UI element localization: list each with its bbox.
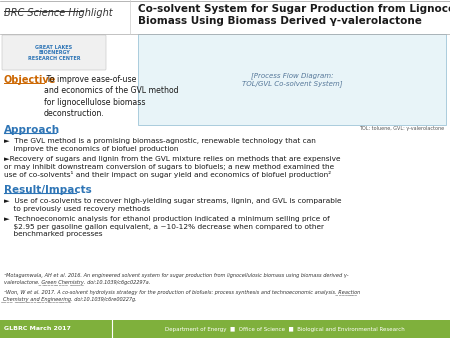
Text: Objective: Objective: [4, 75, 56, 85]
Text: GREAT LAKES
BIOENERGY
RESEARCH CENTER: GREAT LAKES BIOENERGY RESEARCH CENTER: [28, 45, 80, 61]
Text: Department of Energy  ■  Office of Science  ■  Biological and Environmental Rese: Department of Energy ■ Office of Science…: [165, 327, 405, 332]
Text: ►  Use of co-solvents to recover high-yielding sugar streams, lignin, and GVL is: ► Use of co-solvents to recover high-yie…: [4, 198, 342, 212]
Text: GLBRC March 2017: GLBRC March 2017: [4, 327, 71, 332]
Text: Approach: Approach: [4, 125, 60, 135]
Text: Co-solvent System for Sugar Production from Lignocellulosic
Biomass Using Biomas: Co-solvent System for Sugar Production f…: [138, 4, 450, 26]
Text: ²Won, W et al. 2017. A co-solvent hydrolysis strategy for the production of biof: ²Won, W et al. 2017. A co-solvent hydrol…: [4, 289, 360, 301]
Text: ►  The GVL method is a promising biomass-agnostic, renewable technology that can: ► The GVL method is a promising biomass-…: [4, 138, 316, 151]
Text: Result/Impacts: Result/Impacts: [4, 185, 92, 195]
Bar: [0, 320, 450, 338]
Text: To improve ease-of-use
and economics of the GVL method
for lignocellulose biomas: To improve ease-of-use and economics of …: [44, 75, 179, 118]
Text: [Process Flow Diagram:
TOL/GVL Co-solvent System]: [Process Flow Diagram: TOL/GVL Co-solven…: [242, 73, 342, 87]
Text: BRC Science Highlight: BRC Science Highlight: [4, 8, 112, 18]
Text: TOL: toluene, GVL: γ-valerolactone: TOL: toluene, GVL: γ-valerolactone: [359, 126, 444, 131]
Bar: [138, 34, 446, 125]
Text: ►Recovery of sugars and lignin from the GVL mixture relies on methods that are e: ►Recovery of sugars and lignin from the …: [4, 156, 341, 178]
FancyBboxPatch shape: [2, 35, 106, 70]
Text: ►  Technoeconomic analysis for ethanol production indicated a minimum selling pr: ► Technoeconomic analysis for ethanol pr…: [4, 216, 330, 237]
Text: ¹Motagamwala, AH et al. 2016. An engineered solvent system for sugar production : ¹Motagamwala, AH et al. 2016. An enginee…: [4, 273, 348, 285]
